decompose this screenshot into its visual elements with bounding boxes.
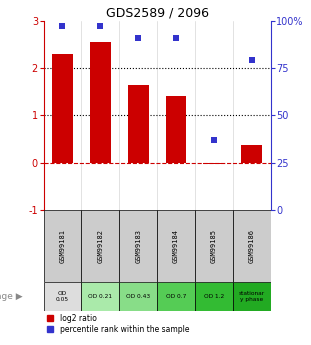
Legend: log2 ratio, percentile rank within the sample: log2 ratio, percentile rank within the s… xyxy=(47,314,189,334)
Bar xyxy=(52,54,73,162)
Point xyxy=(249,58,254,63)
Bar xyxy=(157,210,195,282)
Text: OD 1.2: OD 1.2 xyxy=(204,294,224,299)
Text: stationar
y phase: stationar y phase xyxy=(239,291,265,302)
Bar xyxy=(90,42,111,162)
Text: OD 0.7: OD 0.7 xyxy=(166,294,186,299)
Text: GSM99181: GSM99181 xyxy=(59,229,65,263)
Bar xyxy=(233,282,271,311)
Bar xyxy=(119,210,157,282)
Bar xyxy=(165,96,186,162)
Bar xyxy=(119,282,157,311)
Point xyxy=(174,35,179,40)
Bar xyxy=(128,85,149,162)
Text: OD 0.21: OD 0.21 xyxy=(88,294,112,299)
Text: OD 0.43: OD 0.43 xyxy=(126,294,150,299)
Title: GDS2589 / 2096: GDS2589 / 2096 xyxy=(105,7,209,20)
Bar xyxy=(157,282,195,311)
Bar xyxy=(195,210,233,282)
Bar xyxy=(81,282,119,311)
Bar xyxy=(81,210,119,282)
Point xyxy=(60,23,65,29)
Text: GSM99182: GSM99182 xyxy=(97,229,103,263)
Bar xyxy=(195,282,233,311)
Bar xyxy=(233,210,271,282)
Point xyxy=(136,35,141,40)
Bar xyxy=(241,145,262,162)
Bar xyxy=(44,210,81,282)
Point xyxy=(211,137,216,142)
Point xyxy=(98,23,103,29)
Bar xyxy=(44,282,81,311)
Text: GSM99184: GSM99184 xyxy=(173,229,179,263)
Text: GSM99185: GSM99185 xyxy=(211,229,217,263)
Text: GSM99183: GSM99183 xyxy=(135,229,141,263)
Text: OD
0.05: OD 0.05 xyxy=(56,291,69,302)
Bar xyxy=(203,162,224,164)
Text: age ▶: age ▶ xyxy=(0,292,23,301)
Text: GSM99186: GSM99186 xyxy=(249,229,255,263)
